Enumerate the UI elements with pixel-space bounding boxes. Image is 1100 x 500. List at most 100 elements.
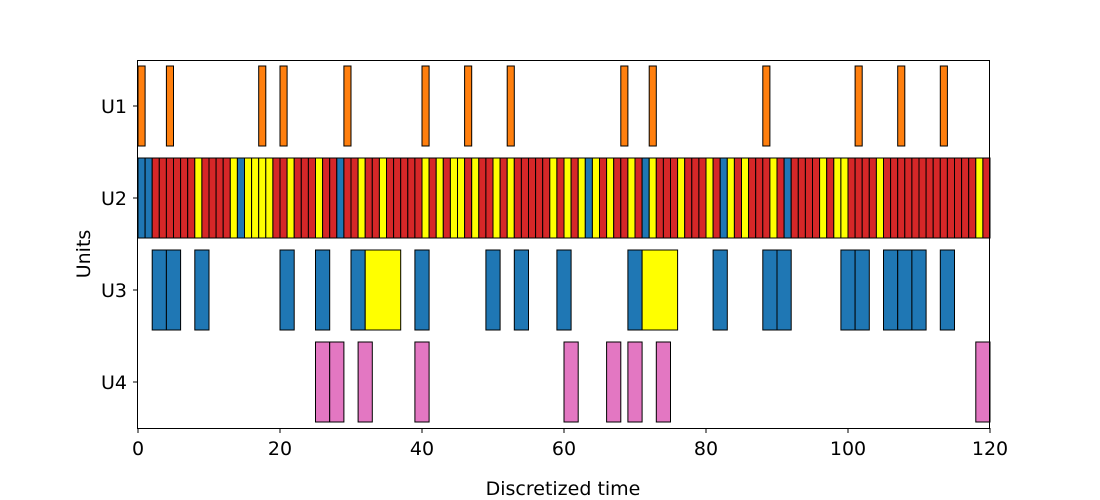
task-bar-u2-77 — [684, 157, 693, 239]
task-bar-u2-13 — [229, 157, 238, 239]
task-bar-u3-9 — [513, 249, 529, 331]
task-bar-u2-23 — [300, 157, 309, 239]
task-bar-u2-75 — [670, 157, 679, 239]
task-bar-u3-4 — [315, 249, 331, 331]
task-bar-u2-110 — [918, 157, 927, 239]
task-bar-u2-37 — [400, 157, 409, 239]
task-bar-u2-84 — [733, 157, 743, 239]
task-bar-u2-51 — [499, 157, 508, 239]
task-bar-u2-42 — [435, 157, 444, 239]
task-bar-u2-115 — [954, 157, 963, 239]
task-bar-u2-68 — [620, 157, 629, 239]
task-bar-u2-0 — [137, 157, 146, 239]
task-bar-u1-5 — [421, 65, 430, 147]
task-bar-u2-17 — [258, 157, 267, 239]
task-bar-u3-14 — [762, 249, 778, 331]
y-axis: U1 U2 U3 U4 — [101, 96, 138, 394]
task-bar-u2-4 — [165, 157, 174, 239]
task-bar-u3-0 — [151, 249, 167, 331]
task-bar-u2-81 — [712, 157, 721, 239]
task-bar-u2-119 — [982, 157, 991, 239]
task-bar-u2-28 — [336, 157, 345, 239]
task-bar-u2-12 — [222, 157, 231, 239]
task-bar-u2-5 — [173, 157, 182, 239]
task-bar-u1-1 — [165, 65, 174, 147]
task-bar-u3-1 — [165, 249, 182, 331]
y-tick-label-u1: U1 — [101, 96, 127, 118]
task-bar-u2-94 — [804, 157, 814, 239]
x-tick-label-120: 120 — [972, 438, 1008, 460]
task-bar-u2-79 — [698, 157, 707, 239]
task-bar-u2-49 — [485, 157, 494, 239]
task-bar-u2-85 — [741, 157, 750, 239]
task-bar-u2-19 — [272, 157, 281, 239]
task-bar-u2-22 — [293, 157, 302, 239]
task-bar-u2-3 — [158, 157, 167, 239]
task-bar-u3-6 — [364, 249, 402, 331]
task-bar-u2-60 — [563, 157, 572, 239]
x-tick-label-40: 40 — [410, 438, 434, 460]
task-bar-u2-78 — [691, 157, 700, 239]
task-bar-u2-36 — [393, 157, 402, 239]
y-axis-label: Units — [73, 230, 95, 279]
task-bar-u2-44 — [449, 157, 458, 239]
task-bar-u2-6 — [180, 157, 189, 239]
task-bar-u3-17 — [854, 249, 870, 331]
task-bar-u2-30 — [350, 157, 359, 239]
task-bar-u2-73 — [655, 157, 664, 239]
task-bar-u1-12 — [897, 65, 906, 147]
task-bar-u2-95 — [812, 157, 821, 239]
task-bar-u2-92 — [790, 157, 799, 239]
task-bar-u3-20 — [911, 249, 927, 331]
task-bar-u2-72 — [648, 157, 657, 239]
task-bar-u2-67 — [613, 157, 622, 239]
task-bar-u2-29 — [343, 157, 352, 239]
task-bar-u2-80 — [705, 157, 714, 239]
task-bar-u2-56 — [535, 157, 544, 239]
x-axis-label: Discretized time — [486, 478, 641, 500]
task-bar-u1-0 — [137, 65, 146, 147]
task-bar-u2-24 — [307, 157, 316, 239]
x-tick-label-60: 60 — [552, 438, 576, 460]
task-bar-u2-61 — [570, 157, 579, 239]
task-bar-u2-74 — [662, 157, 672, 239]
task-bar-u1-9 — [648, 65, 657, 147]
y-tick-label-u4: U4 — [101, 372, 127, 394]
task-bar-u2-15 — [244, 157, 253, 239]
task-bar-u3-19 — [897, 249, 913, 331]
task-bar-u2-9 — [201, 157, 210, 239]
task-bar-u2-98 — [833, 157, 842, 239]
task-bar-u2-83 — [726, 157, 735, 239]
task-bar-u2-52 — [506, 157, 515, 239]
task-bar-u2-55 — [528, 157, 537, 239]
task-bar-u2-102 — [861, 157, 870, 239]
task-bar-u3-3 — [279, 249, 295, 331]
task-bar-u1-8 — [620, 65, 629, 147]
task-bar-u2-76 — [677, 157, 686, 239]
task-bar-u2-11 — [215, 157, 224, 239]
task-bar-u2-112 — [932, 157, 941, 239]
task-bar-u2-32 — [364, 157, 373, 239]
task-bar-u2-10 — [208, 157, 217, 239]
task-bar-u2-8 — [194, 157, 203, 239]
task-bar-u3-7 — [414, 249, 430, 331]
task-bar-u2-101 — [854, 157, 863, 239]
task-bar-u1-4 — [343, 65, 352, 147]
task-bar-u2-93 — [797, 157, 806, 239]
task-bar-u2-62 — [577, 157, 586, 239]
task-bar-u2-114 — [946, 157, 956, 239]
task-bar-u2-111 — [925, 157, 934, 239]
task-bar-u3-5 — [350, 249, 366, 331]
task-bar-u2-116 — [961, 157, 970, 239]
bars-layer — [137, 65, 991, 423]
task-bar-u3-10 — [556, 249, 572, 331]
task-bar-u1-10 — [762, 65, 771, 147]
task-bar-u3-11 — [627, 249, 643, 331]
y-tick-label-u3: U3 — [101, 280, 127, 302]
task-bar-u2-70 — [634, 157, 643, 239]
task-bar-u3-2 — [194, 249, 210, 331]
task-bar-u4-7 — [655, 341, 671, 423]
task-bar-u2-90 — [776, 157, 785, 239]
task-bar-u2-35 — [386, 157, 395, 239]
